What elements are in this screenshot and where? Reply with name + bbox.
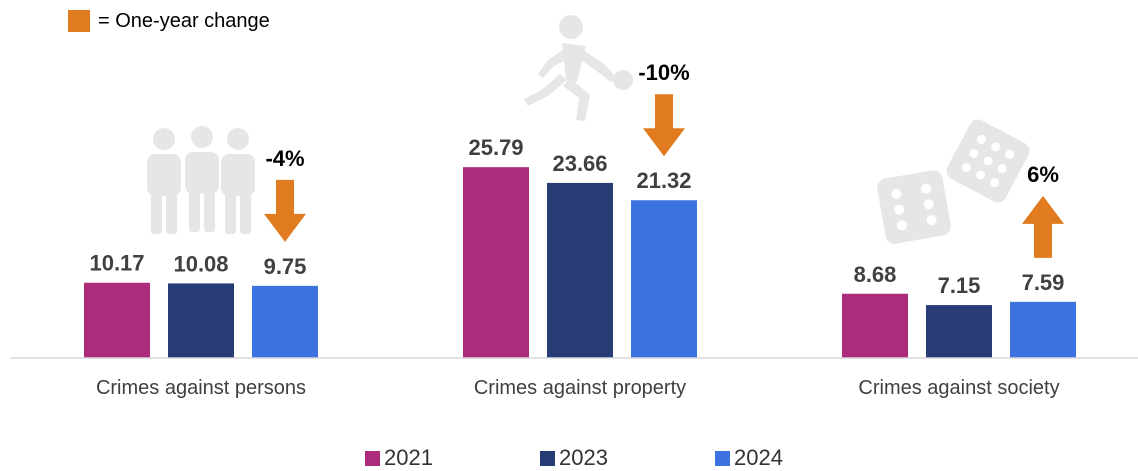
die-right-pip-8 xyxy=(990,178,1000,188)
change-label-2: -10% xyxy=(638,60,689,85)
category-label-2: Crimes against property xyxy=(474,377,686,399)
thief-arm-front xyxy=(581,50,617,82)
bar-2021-1 xyxy=(84,282,150,358)
value-label-2024-2: 21.32 xyxy=(636,168,691,193)
die-right-pip-1 xyxy=(991,142,1001,152)
bar-2021-2 xyxy=(463,167,529,358)
category-label-1: Crimes against persons xyxy=(96,377,306,399)
legend-swatch-2023 xyxy=(540,450,555,466)
thief-leg-back xyxy=(524,74,567,106)
value-label-2024-3: 7.59 xyxy=(1022,270,1065,295)
thief-bag xyxy=(613,70,633,90)
thief-head xyxy=(559,15,583,39)
die-left-pip-0 xyxy=(891,188,902,199)
value-label-2021-1: 10.17 xyxy=(89,251,144,276)
bar-2023-3 xyxy=(926,305,992,358)
bar-2023-1 xyxy=(168,283,234,358)
person-head-2 xyxy=(227,128,249,150)
person-leg-left-1 xyxy=(189,192,200,232)
bar-2024-1 xyxy=(252,285,318,358)
legend-label-2021: 2021 xyxy=(384,445,433,470)
die-left-pip-4 xyxy=(897,220,908,231)
legend-item-2021: 2021 xyxy=(365,445,433,471)
bar-2024-2 xyxy=(631,200,697,358)
die-left-pip-3 xyxy=(923,199,934,210)
legend-item-2023: 2023 xyxy=(540,445,608,471)
change-legend-swatch xyxy=(68,10,90,32)
legend-swatch-2024 xyxy=(715,450,730,466)
die-right-pip-6 xyxy=(961,163,971,173)
change-arrow-down-icon-1 xyxy=(264,179,306,242)
change-label-3: 6% xyxy=(1027,162,1059,187)
die-right-pip-5 xyxy=(997,164,1007,174)
value-label-2023-1: 10.08 xyxy=(173,251,228,276)
legend-label-2024: 2024 xyxy=(734,445,783,470)
die-left xyxy=(877,170,951,244)
person-body-2 xyxy=(221,154,255,196)
change-legend: = One-year change xyxy=(68,8,270,34)
people-icon xyxy=(147,126,255,234)
person-body-0 xyxy=(147,154,181,196)
thief-torso xyxy=(562,43,586,82)
legend-label-2023: 2023 xyxy=(559,445,608,470)
person-head-1 xyxy=(191,126,213,148)
value-label-2024-1: 9.75 xyxy=(264,254,307,279)
bars-layer xyxy=(84,167,1076,358)
legend-swatch-2021 xyxy=(365,450,380,466)
person-leg-right-2 xyxy=(240,194,251,234)
die-left-pip-5 xyxy=(926,215,937,226)
bar-2024-3 xyxy=(1010,301,1076,358)
value-label-2021-2: 25.79 xyxy=(468,135,523,160)
running-thief-icon xyxy=(524,15,633,121)
series-legend: 2021 2023 2024 xyxy=(0,445,1138,471)
person-leg-right-0 xyxy=(166,194,177,234)
thief-leg-front xyxy=(563,78,590,121)
die-right-pip-4 xyxy=(983,156,993,166)
value-label-2021-3: 8.68 xyxy=(854,262,897,287)
person-leg-left-2 xyxy=(225,194,236,234)
person-leg-right-1 xyxy=(204,192,215,232)
bar-2021-3 xyxy=(842,293,908,358)
die-right-pip-7 xyxy=(975,170,985,180)
background-icons xyxy=(147,15,1030,244)
person-leg-left-0 xyxy=(151,194,162,234)
dice-icon xyxy=(877,119,1030,244)
die-left-pip-2 xyxy=(894,204,905,215)
die-right-pip-2 xyxy=(1005,149,1015,159)
thief-arm-back xyxy=(538,48,570,78)
value-label-2023-3: 7.15 xyxy=(938,273,981,298)
person-body-1 xyxy=(185,152,219,194)
die-right-pip-0 xyxy=(976,134,986,144)
die-left-pip-1 xyxy=(920,183,931,194)
person-head-0 xyxy=(153,128,175,150)
die-right-pip-3 xyxy=(969,148,979,158)
change-arrow-up-icon-3 xyxy=(1022,195,1064,258)
labels-layer: 10.17 10.08 9.75 Crimes against persons -4% 2… xyxy=(89,60,1064,399)
category-label-3: Crimes against society xyxy=(858,377,1059,399)
legend-item-2024: 2024 xyxy=(715,445,783,471)
change-label-1: -4% xyxy=(265,146,304,171)
change-arrow-down-icon-2 xyxy=(643,94,685,157)
value-label-2023-2: 23.66 xyxy=(552,151,607,176)
bar-2023-2 xyxy=(547,182,613,358)
change-legend-label: = One-year change xyxy=(98,9,270,32)
